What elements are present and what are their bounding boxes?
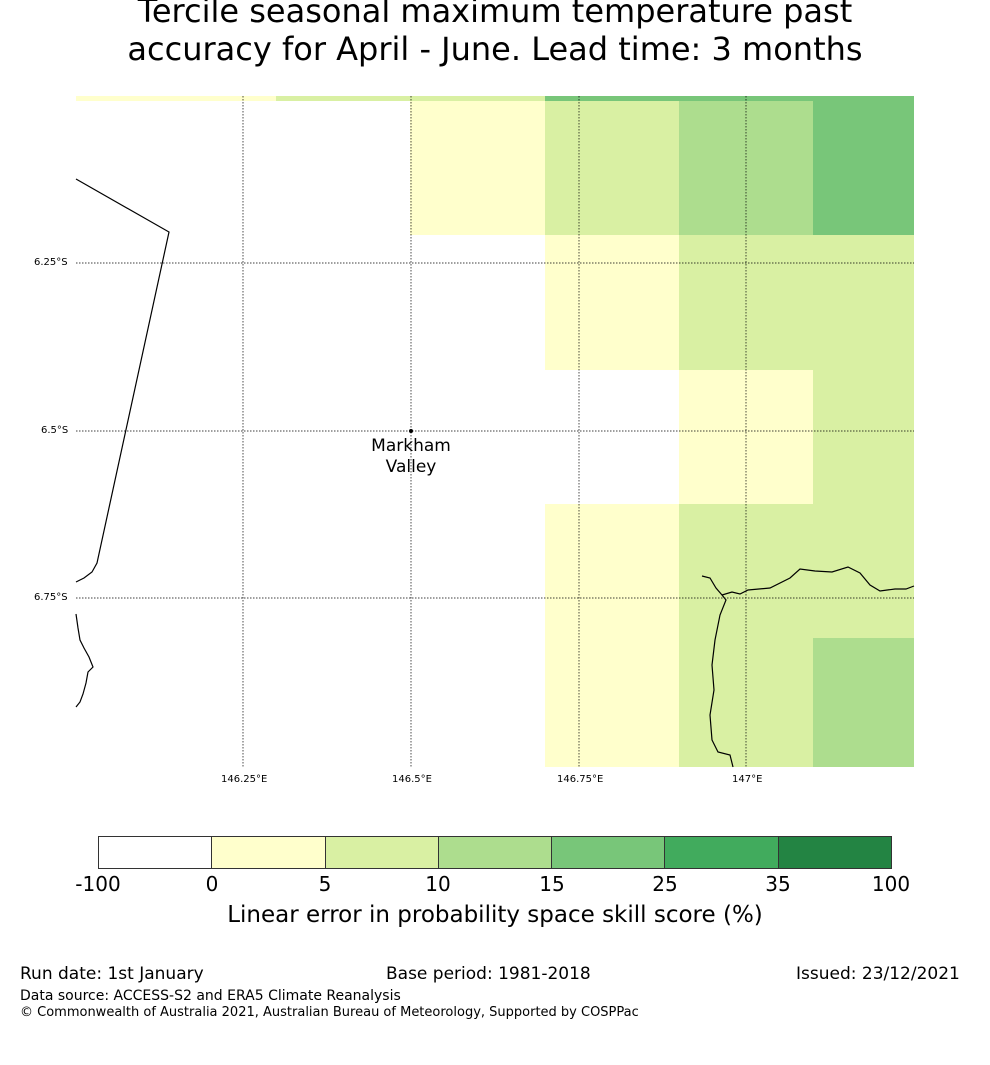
grid-cell (545, 96, 914, 101)
grid-cell (813, 638, 914, 767)
colorbar-swatch (778, 837, 891, 868)
colorbar-tick: 25 (652, 872, 678, 896)
coastline (75, 178, 915, 768)
grid-cell (545, 504, 679, 767)
title-line-1: Tercile seasonal maximum temperature pas… (137, 0, 853, 30)
location-label-line-1: Markham (371, 436, 451, 456)
lon-label: 146.5°E (392, 774, 432, 785)
grid-cell (813, 370, 914, 504)
colorbar-tick: 5 (318, 872, 332, 896)
grid-cell (679, 235, 914, 370)
colorbar-swatch (665, 837, 779, 868)
grid-cell (410, 101, 545, 235)
colorbar-swatch (99, 837, 213, 868)
colorbar-swatch (438, 837, 553, 868)
grid-cell (276, 96, 410, 101)
colorbar-tick: 35 (765, 872, 791, 896)
lat-label: 6.75°S (34, 592, 68, 603)
grid-cell (679, 370, 813, 504)
colorbar (98, 836, 892, 869)
location-label-line-2: Valley (385, 457, 437, 477)
colorbar-tick: 100 (871, 872, 911, 896)
graticule (76, 96, 914, 767)
lon-label: 147°E (732, 774, 763, 785)
location-label: Markham Valley (361, 436, 461, 478)
base-period: Base period: 1981-2018 (386, 964, 591, 984)
run-date: Run date: 1st January (20, 964, 204, 984)
issued-date: Issued: 23/12/2021 (796, 964, 960, 984)
colorbar-tick: 15 (539, 872, 565, 896)
lon-label: 146.75°E (557, 774, 604, 785)
lon-label: 146.25°E (221, 774, 268, 785)
colorbar-swatch (552, 837, 666, 868)
grid-cell (410, 96, 545, 101)
colorbar-tick: 10 (425, 872, 451, 896)
colorbar-tick: -100 (75, 872, 121, 896)
copyright: © Commonwealth of Australia 2021, Austra… (20, 1005, 639, 1020)
grid-cell (813, 101, 914, 235)
map-title: Tercile seasonal maximum temperature pas… (0, 0, 990, 68)
colorbar-swatch (212, 837, 326, 868)
colorbar-label: Linear error in probability space skill … (227, 902, 763, 928)
skill-grid (76, 96, 914, 767)
data-source: Data source: ACCESS-S2 and ERA5 Climate … (20, 988, 401, 1004)
grid-cell (545, 235, 679, 370)
grid-cell (76, 96, 276, 101)
colorbar-swatch (325, 837, 439, 868)
lat-label: 6.25°S (34, 257, 68, 268)
colorbar-tick: 0 (205, 872, 219, 896)
lat-label: 6.5°S (41, 425, 69, 436)
skill-map (75, 96, 915, 768)
title-line-2: accuracy for April - June. Lead time: 3 … (127, 30, 863, 68)
grid-cell (545, 101, 679, 235)
grid-cell (679, 504, 914, 638)
location-marker (409, 429, 413, 433)
